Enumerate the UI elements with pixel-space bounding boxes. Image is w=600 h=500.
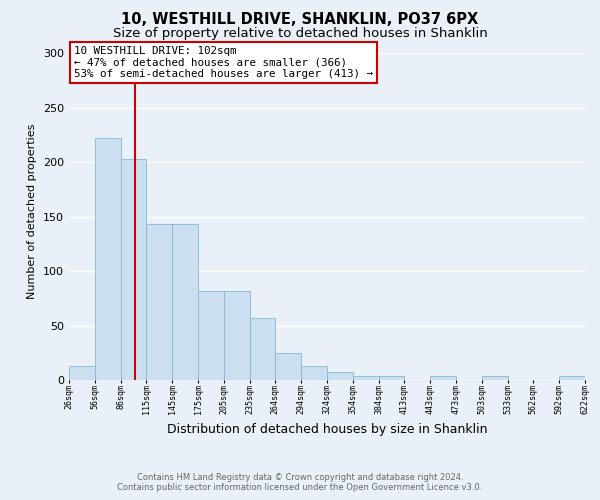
Bar: [353, 376, 379, 380]
Bar: [121, 159, 146, 380]
Bar: [559, 376, 585, 380]
Bar: [327, 372, 353, 380]
X-axis label: Distribution of detached houses by size in Shanklin: Distribution of detached houses by size …: [167, 422, 487, 436]
Bar: [95, 138, 121, 380]
Bar: [250, 318, 275, 380]
Bar: [146, 224, 172, 380]
Y-axis label: Number of detached properties: Number of detached properties: [28, 124, 37, 299]
Bar: [301, 366, 327, 380]
Bar: [198, 290, 224, 380]
Text: Contains HM Land Registry data © Crown copyright and database right 2024.
Contai: Contains HM Land Registry data © Crown c…: [118, 473, 482, 492]
Text: 10 WESTHILL DRIVE: 102sqm
← 47% of detached houses are smaller (366)
53% of semi: 10 WESTHILL DRIVE: 102sqm ← 47% of detac…: [74, 46, 373, 79]
Bar: [430, 376, 456, 380]
Bar: [172, 224, 198, 380]
Bar: [275, 353, 301, 380]
Bar: [224, 290, 250, 380]
Bar: [379, 376, 404, 380]
Text: 10, WESTHILL DRIVE, SHANKLIN, PO37 6PX: 10, WESTHILL DRIVE, SHANKLIN, PO37 6PX: [121, 12, 479, 28]
Bar: [482, 376, 508, 380]
Text: Size of property relative to detached houses in Shanklin: Size of property relative to detached ho…: [113, 28, 487, 40]
Bar: [69, 366, 95, 380]
